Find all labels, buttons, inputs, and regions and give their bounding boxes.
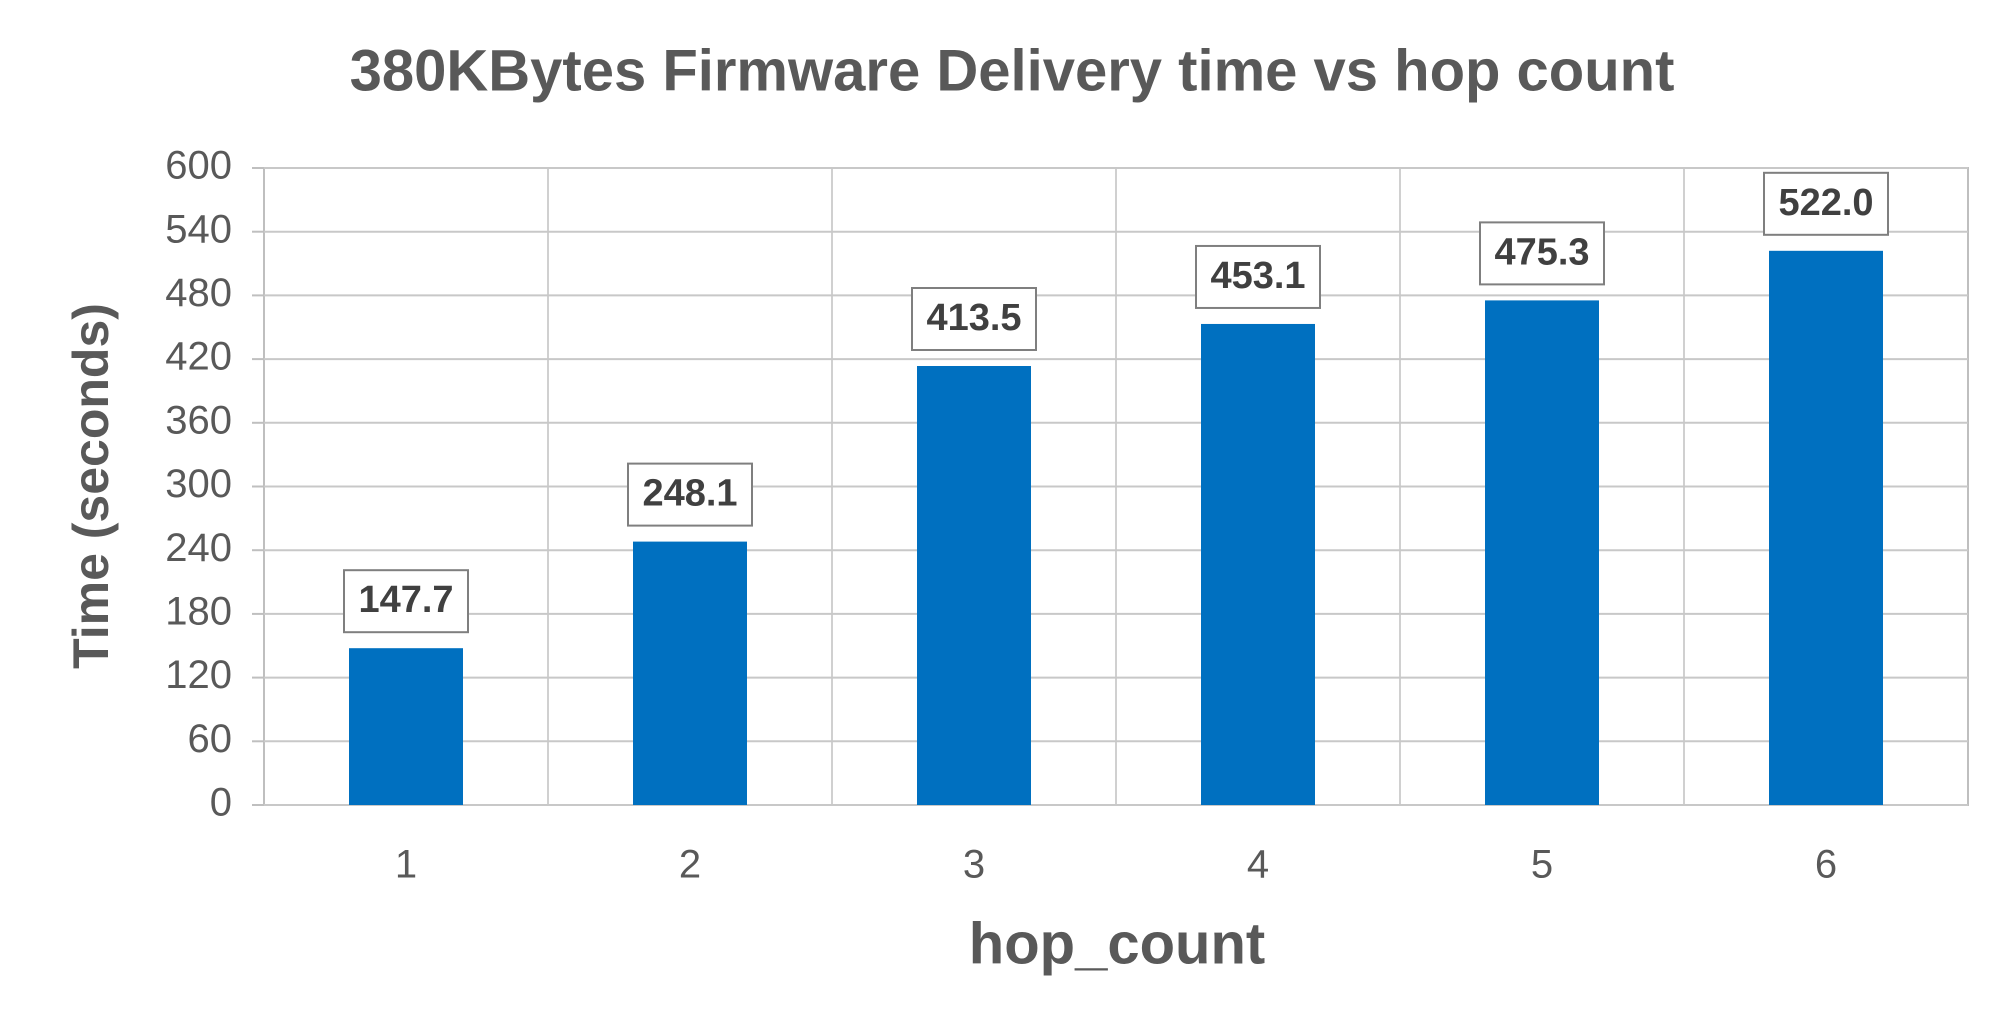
y-tick-label: 300 xyxy=(165,462,232,506)
data-label: 248.1 xyxy=(642,473,737,515)
x-tick-label: 6 xyxy=(1815,843,1837,887)
data-label-box xyxy=(343,569,469,634)
data-label: 522.0 xyxy=(1778,182,1873,224)
x-tick-label: 4 xyxy=(1247,843,1269,887)
bar xyxy=(917,366,1031,805)
y-axis-label: Time (seconds) xyxy=(63,303,119,669)
y-tick-label: 360 xyxy=(165,398,232,442)
y-tick-label: 60 xyxy=(188,717,233,761)
chart-title: 380KBytes Firmware Delivery time vs hop … xyxy=(350,38,1675,103)
x-tick-label: 3 xyxy=(963,843,985,887)
y-tick-label: 420 xyxy=(165,335,232,379)
y-tick-label: 240 xyxy=(165,526,232,570)
y-tick-label: 180 xyxy=(165,589,232,633)
y-tick-label: 600 xyxy=(165,144,232,188)
data-label-box xyxy=(911,287,1037,352)
data-label-box xyxy=(1479,221,1605,286)
x-tick-label: 2 xyxy=(679,843,701,887)
bar xyxy=(1769,250,1883,805)
y-tick-label: 540 xyxy=(165,207,232,251)
data-label: 475.3 xyxy=(1494,231,1589,273)
y-tick-label: 0 xyxy=(210,781,232,825)
bar xyxy=(349,648,463,805)
x-axis-label: hop_count xyxy=(969,911,1265,976)
bar xyxy=(1201,323,1315,805)
bar xyxy=(1485,300,1599,805)
data-label: 453.1 xyxy=(1210,255,1305,297)
data-label: 147.7 xyxy=(358,579,453,621)
data-label-box xyxy=(1195,244,1321,309)
data-label-box xyxy=(627,462,753,527)
y-tick-label: 120 xyxy=(165,653,232,697)
bar xyxy=(633,541,747,805)
data-label-box xyxy=(1763,171,1889,236)
x-tick-label: 5 xyxy=(1531,843,1553,887)
x-tick-label: 1 xyxy=(395,843,417,887)
y-tick-label: 480 xyxy=(165,271,232,315)
data-label: 413.5 xyxy=(926,297,1021,339)
